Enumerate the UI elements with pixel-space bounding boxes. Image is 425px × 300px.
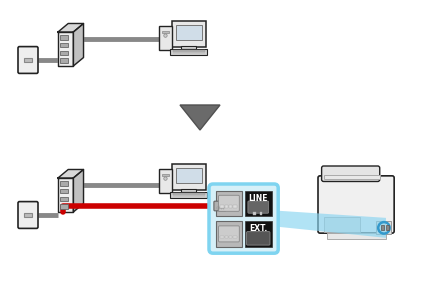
- FancyBboxPatch shape: [322, 166, 380, 182]
- Bar: [24, 213, 32, 217]
- Polygon shape: [73, 23, 83, 66]
- Bar: [245, 221, 272, 247]
- Polygon shape: [58, 169, 83, 178]
- Bar: [60, 43, 68, 47]
- Bar: [233, 236, 237, 238]
- Bar: [24, 58, 32, 62]
- Bar: [60, 189, 68, 193]
- FancyBboxPatch shape: [170, 49, 207, 55]
- FancyBboxPatch shape: [248, 201, 269, 213]
- Circle shape: [164, 177, 167, 180]
- Bar: [215, 190, 242, 216]
- Bar: [215, 221, 242, 247]
- FancyBboxPatch shape: [159, 26, 172, 50]
- Bar: [245, 190, 272, 216]
- Bar: [219, 207, 220, 209]
- FancyBboxPatch shape: [318, 176, 394, 233]
- Bar: [60, 51, 68, 55]
- Bar: [162, 173, 169, 176]
- Bar: [260, 212, 262, 215]
- Bar: [181, 46, 196, 49]
- Bar: [173, 194, 205, 195]
- Bar: [60, 182, 68, 186]
- Bar: [381, 225, 384, 230]
- Text: LINE: LINE: [249, 194, 268, 203]
- FancyBboxPatch shape: [209, 184, 278, 253]
- Bar: [223, 207, 224, 209]
- Bar: [176, 167, 201, 183]
- Bar: [221, 207, 222, 209]
- Bar: [60, 204, 68, 208]
- FancyBboxPatch shape: [214, 201, 226, 211]
- FancyBboxPatch shape: [218, 195, 239, 211]
- Bar: [60, 197, 68, 201]
- Bar: [60, 35, 68, 40]
- Bar: [176, 25, 201, 40]
- Bar: [225, 236, 228, 238]
- FancyBboxPatch shape: [172, 21, 206, 47]
- FancyBboxPatch shape: [172, 164, 206, 190]
- Bar: [323, 217, 360, 232]
- Bar: [221, 205, 224, 208]
- Polygon shape: [180, 105, 220, 130]
- Bar: [221, 236, 224, 238]
- Bar: [385, 225, 389, 230]
- Bar: [60, 58, 68, 63]
- Polygon shape: [73, 169, 83, 212]
- Bar: [162, 31, 169, 33]
- FancyBboxPatch shape: [246, 232, 270, 245]
- Bar: [253, 212, 255, 215]
- Bar: [173, 50, 205, 51]
- Circle shape: [164, 34, 167, 37]
- Polygon shape: [58, 23, 83, 32]
- Bar: [326, 233, 385, 239]
- Bar: [225, 205, 228, 208]
- FancyBboxPatch shape: [18, 46, 38, 74]
- Polygon shape: [58, 32, 73, 66]
- FancyBboxPatch shape: [159, 169, 172, 193]
- FancyBboxPatch shape: [18, 202, 38, 228]
- Text: EXT.: EXT.: [249, 224, 267, 233]
- Polygon shape: [58, 178, 73, 212]
- Bar: [229, 205, 232, 208]
- FancyBboxPatch shape: [218, 226, 239, 242]
- Bar: [376, 221, 391, 234]
- Bar: [217, 207, 218, 209]
- Bar: [181, 189, 196, 192]
- Bar: [229, 236, 232, 238]
- Polygon shape: [276, 211, 386, 238]
- Bar: [173, 193, 205, 194]
- Bar: [324, 176, 380, 179]
- FancyBboxPatch shape: [170, 192, 207, 198]
- Bar: [233, 205, 237, 208]
